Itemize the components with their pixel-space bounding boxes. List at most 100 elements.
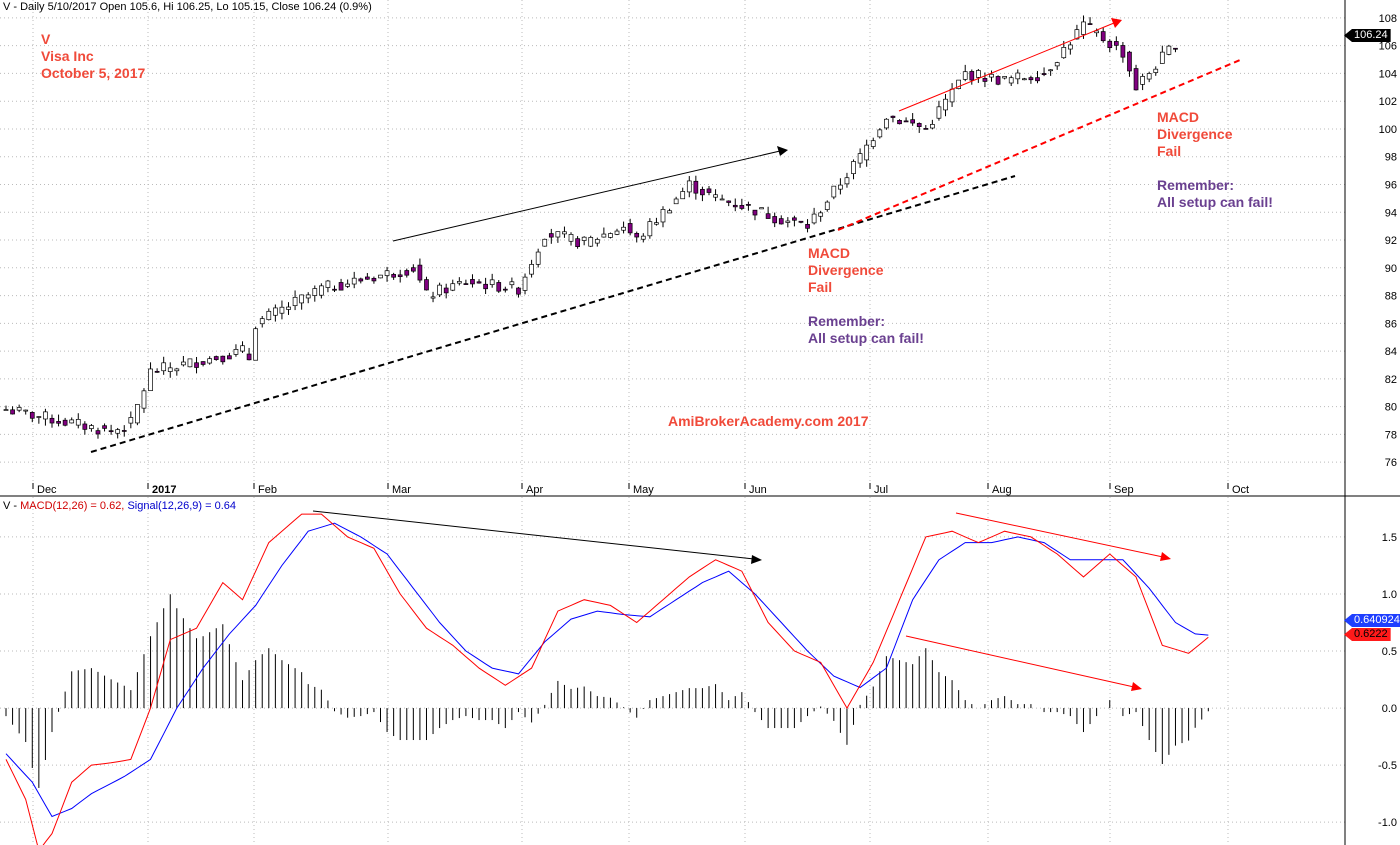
candle-bear bbox=[1087, 23, 1093, 25]
candle-bear bbox=[404, 270, 410, 276]
candle-bull bbox=[345, 283, 350, 287]
candle-bull bbox=[686, 180, 692, 193]
candle-bull bbox=[785, 220, 791, 223]
candle-bear bbox=[1028, 77, 1034, 81]
candle-bull bbox=[450, 283, 456, 291]
candle-bear bbox=[332, 288, 337, 291]
candle-bear bbox=[1100, 31, 1106, 42]
price-y-tick-label: 104 bbox=[1379, 68, 1397, 80]
candle-bull bbox=[325, 280, 331, 288]
candle-bear bbox=[470, 279, 475, 285]
candle-bear bbox=[916, 123, 922, 127]
price-panel-title: V - Daily 5/10/2017 Open 105.6, Hi 106.2… bbox=[3, 1, 372, 13]
candle-bull bbox=[949, 88, 955, 103]
candle-bear bbox=[739, 205, 745, 209]
macd-legend-label: MACD(12,26) = 0.62, bbox=[20, 500, 125, 512]
candle-bull bbox=[286, 306, 291, 310]
price-arrow-black-head bbox=[777, 146, 788, 156]
x-tick-label: Mar bbox=[392, 484, 411, 496]
macd-arrow-red-lower-head bbox=[1131, 682, 1142, 691]
candle-bull bbox=[930, 124, 935, 129]
candle-bull bbox=[838, 184, 843, 190]
note2-line3: Fail bbox=[1157, 143, 1182, 159]
macd-arrow-red-lower bbox=[905, 635, 1135, 688]
candle-bull bbox=[667, 210, 672, 214]
macd-panel-title: V - MACD(12,26) = 0.62, Signal(12,26,9) … bbox=[3, 500, 236, 512]
x-tick-label: Apr bbox=[526, 484, 543, 496]
candle-bull bbox=[181, 361, 186, 366]
note2-line1: MACD bbox=[1157, 109, 1199, 125]
candle-bull bbox=[857, 153, 863, 164]
candle-bear bbox=[200, 361, 206, 365]
candle-bull bbox=[135, 404, 140, 424]
candle-bull bbox=[1146, 73, 1152, 80]
x-tick-label: Feb bbox=[258, 484, 277, 496]
price-y-tick-label: 90 bbox=[1385, 263, 1397, 275]
macd-y-tick-label: 0.0 bbox=[1382, 703, 1397, 715]
macd-y-tick-label: -1.0 bbox=[1378, 817, 1397, 829]
candle-bear bbox=[1133, 68, 1139, 91]
candle-bull bbox=[292, 296, 298, 307]
price-y-tick-label: 108 bbox=[1379, 13, 1397, 25]
candle-bull bbox=[555, 231, 561, 238]
candle-bear bbox=[397, 274, 403, 277]
candle-bull bbox=[115, 429, 121, 434]
x-tick-label: Jun bbox=[749, 484, 767, 496]
macd-value-tag: 0.6222 bbox=[1344, 628, 1391, 641]
candle-bull bbox=[844, 177, 850, 185]
candle-bear bbox=[1127, 51, 1132, 72]
candle-bear bbox=[417, 264, 423, 281]
candle-bear bbox=[792, 217, 797, 221]
candle-bull bbox=[870, 140, 876, 147]
note1-remember: Remember: bbox=[808, 313, 886, 329]
note2-remember: Remember: bbox=[1157, 177, 1235, 193]
candle-bear bbox=[516, 287, 521, 295]
note1-line2: Divergence bbox=[808, 262, 884, 278]
price-trendline-black bbox=[90, 175, 1016, 453]
x-tick-label: Aug bbox=[992, 484, 1012, 496]
candle-bear bbox=[897, 120, 902, 125]
candle-bear bbox=[443, 287, 449, 294]
macd-arrow-red-upper-head bbox=[1160, 552, 1171, 561]
candle-bull bbox=[128, 417, 134, 424]
candle-bull bbox=[489, 279, 495, 285]
candle-bull bbox=[884, 118, 889, 129]
candle-bull bbox=[253, 328, 259, 361]
candle-bear bbox=[338, 282, 344, 291]
x-tick-label: Oct bbox=[1232, 484, 1249, 496]
candle-bull bbox=[1008, 77, 1014, 84]
candle-bull bbox=[240, 345, 245, 352]
candle-bull bbox=[831, 185, 837, 198]
candle-bull bbox=[161, 362, 167, 372]
candle-bear bbox=[62, 419, 68, 426]
candle-bear bbox=[56, 421, 61, 424]
candle-bull bbox=[1067, 44, 1073, 50]
candle-bear bbox=[726, 200, 732, 203]
candle-bull bbox=[877, 129, 883, 138]
candle-bear bbox=[246, 353, 252, 361]
note1-remember-text: All setup can fail! bbox=[808, 330, 924, 346]
candle-bear bbox=[502, 288, 508, 291]
candle-bear bbox=[1035, 77, 1040, 82]
macd-gridlines bbox=[0, 497, 1345, 845]
candle-bear bbox=[903, 120, 909, 123]
candle-bull bbox=[989, 73, 994, 78]
candle-bear bbox=[634, 232, 640, 238]
candle-bear bbox=[496, 282, 502, 292]
macd-y-tick-label: -0.5 bbox=[1378, 760, 1397, 772]
candle-bull bbox=[529, 264, 534, 275]
price-y-tick-label: 86 bbox=[1385, 318, 1397, 330]
candle-bull bbox=[594, 239, 600, 244]
candle-bull bbox=[233, 349, 239, 355]
price-y-tick-label: 98 bbox=[1385, 152, 1397, 164]
candle-bull bbox=[647, 221, 653, 237]
candle-bull bbox=[1159, 51, 1165, 64]
price-trendline-red bbox=[837, 59, 1241, 231]
candle-bull bbox=[259, 318, 265, 325]
candle-bull bbox=[936, 106, 942, 119]
candle-bear bbox=[121, 430, 127, 432]
candle-bull bbox=[1166, 45, 1172, 55]
candle-bear bbox=[890, 115, 896, 118]
candle-bear bbox=[969, 71, 975, 81]
macd-histogram bbox=[5, 594, 1209, 788]
